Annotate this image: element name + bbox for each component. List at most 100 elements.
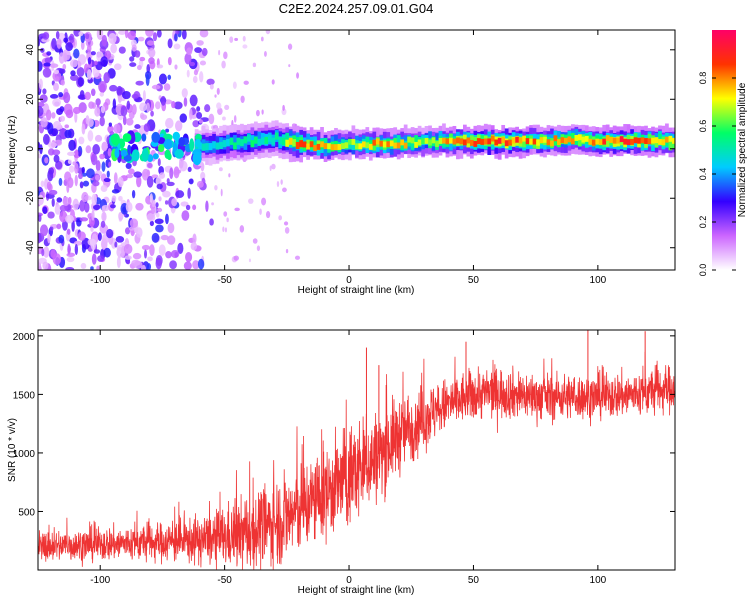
- noise-blob: [78, 94, 87, 100]
- colorbar-tick-label: 0.8: [698, 72, 708, 85]
- noise-blob: [47, 211, 55, 219]
- noise-blob: [265, 210, 271, 219]
- band-cell: [410, 139, 415, 150]
- noise-blob: [149, 220, 155, 227]
- band-cell: [233, 135, 237, 147]
- band-cell: [351, 138, 356, 145]
- noise-blob: [103, 72, 110, 84]
- noise-blob: [97, 232, 102, 241]
- band-cell: [260, 137, 265, 145]
- y-tick-label: 20: [25, 93, 36, 105]
- noise-blob: [43, 246, 50, 258]
- noise-blob: [175, 190, 185, 199]
- noise-blob: [167, 222, 175, 234]
- noise-blob: [38, 101, 45, 108]
- band-cell: [456, 137, 460, 144]
- noise-blob: [90, 239, 96, 251]
- noise-blob: [255, 109, 260, 117]
- noise-blob: [209, 83, 214, 90]
- band-cell: [473, 141, 478, 147]
- noise-blob: [132, 104, 137, 115]
- spectrogram-frame: [37, 29, 676, 271]
- snr-panel: -100 -50 0 50 100 500 1000 1500 2000 Height of …: [7, 329, 676, 596]
- noise-blob: [78, 172, 83, 180]
- band-cell: [644, 138, 648, 144]
- noise-blob: [175, 30, 180, 35]
- noise-blob: [59, 115, 66, 122]
- noise-blob: [121, 90, 131, 100]
- band-cell: [609, 136, 614, 143]
- y-tick-label: -40: [25, 240, 36, 255]
- band-cell: [226, 138, 230, 147]
- noise-blob: [141, 168, 150, 181]
- noise-blob: [56, 197, 63, 203]
- noise-blob: [282, 104, 285, 111]
- noise-blob: [127, 168, 135, 175]
- band-cell: [295, 141, 300, 150]
- noise-blob: [50, 249, 56, 258]
- x-tick-label: -50: [217, 575, 232, 586]
- noise-blob: [175, 120, 183, 132]
- y-tick-label: 500: [18, 507, 35, 518]
- noise-blob: [220, 188, 223, 197]
- band-cell: [469, 139, 474, 146]
- noise-blob: [42, 261, 49, 270]
- noise-blob: [136, 175, 142, 188]
- noise-blob: [166, 181, 175, 187]
- noise-blob: [81, 123, 86, 135]
- noise-blob: [243, 80, 249, 85]
- noise-blob: [171, 198, 178, 207]
- band-cell: [449, 137, 453, 144]
- snr-x-label: Height of straight line (km): [298, 585, 415, 596]
- band-cell: [274, 132, 279, 140]
- noise-blob: [108, 161, 112, 168]
- noise-blob: [42, 133, 50, 145]
- noise-blob: [40, 180, 45, 188]
- noise-blob: [64, 124, 70, 129]
- band-cell: [452, 138, 457, 145]
- band-cell: [219, 141, 223, 150]
- band-cell: [208, 143, 213, 151]
- noise-blob: [63, 37, 69, 43]
- noise-blob: [49, 226, 54, 231]
- noise-blob: [47, 122, 54, 135]
- noise-blob: [96, 265, 100, 270]
- band-cell: [375, 138, 380, 145]
- noise-blob: [239, 225, 245, 233]
- noise-blob: [58, 177, 63, 186]
- x-tick-label: 50: [468, 275, 480, 286]
- noise-blob: [125, 162, 132, 170]
- noise-blob: [167, 74, 172, 80]
- noise-blob: [100, 184, 108, 193]
- noise-blob: [259, 208, 262, 215]
- band-cell: [557, 139, 561, 146]
- noise-blob: [214, 184, 218, 191]
- noise-blob: [95, 98, 101, 106]
- spectrogram-panel: -100 -50 0 50 100 -40 -20 0 20 40 Height of stra…: [7, 29, 676, 296]
- noise-blob: [135, 227, 143, 238]
- noise-blob: [42, 67, 52, 78]
- noise-blob: [145, 73, 150, 86]
- band-cell: [250, 140, 255, 148]
- band-cell: [222, 140, 227, 148]
- noise-blob: [85, 145, 92, 154]
- noise-blob: [147, 162, 153, 169]
- band-cell: [630, 138, 634, 145]
- noise-blob: [185, 204, 191, 211]
- noise-blob: [38, 60, 43, 72]
- band-cell: [588, 138, 593, 145]
- noise-blob: [126, 259, 131, 265]
- band-cell: [570, 132, 575, 143]
- noise-blob: [173, 166, 180, 179]
- noise-blob: [192, 233, 197, 244]
- noise-blob: [87, 130, 94, 142]
- band-cell: [215, 142, 220, 150]
- noise-blob: [62, 63, 67, 70]
- colorbar-tick-label: 0.4: [698, 168, 708, 181]
- band-cell: [386, 141, 391, 148]
- noise-blob: [187, 187, 191, 199]
- noise-blob: [211, 202, 214, 206]
- noise-blob: [97, 255, 105, 262]
- noise-blob: [150, 110, 154, 117]
- noise-blob: [124, 30, 129, 39]
